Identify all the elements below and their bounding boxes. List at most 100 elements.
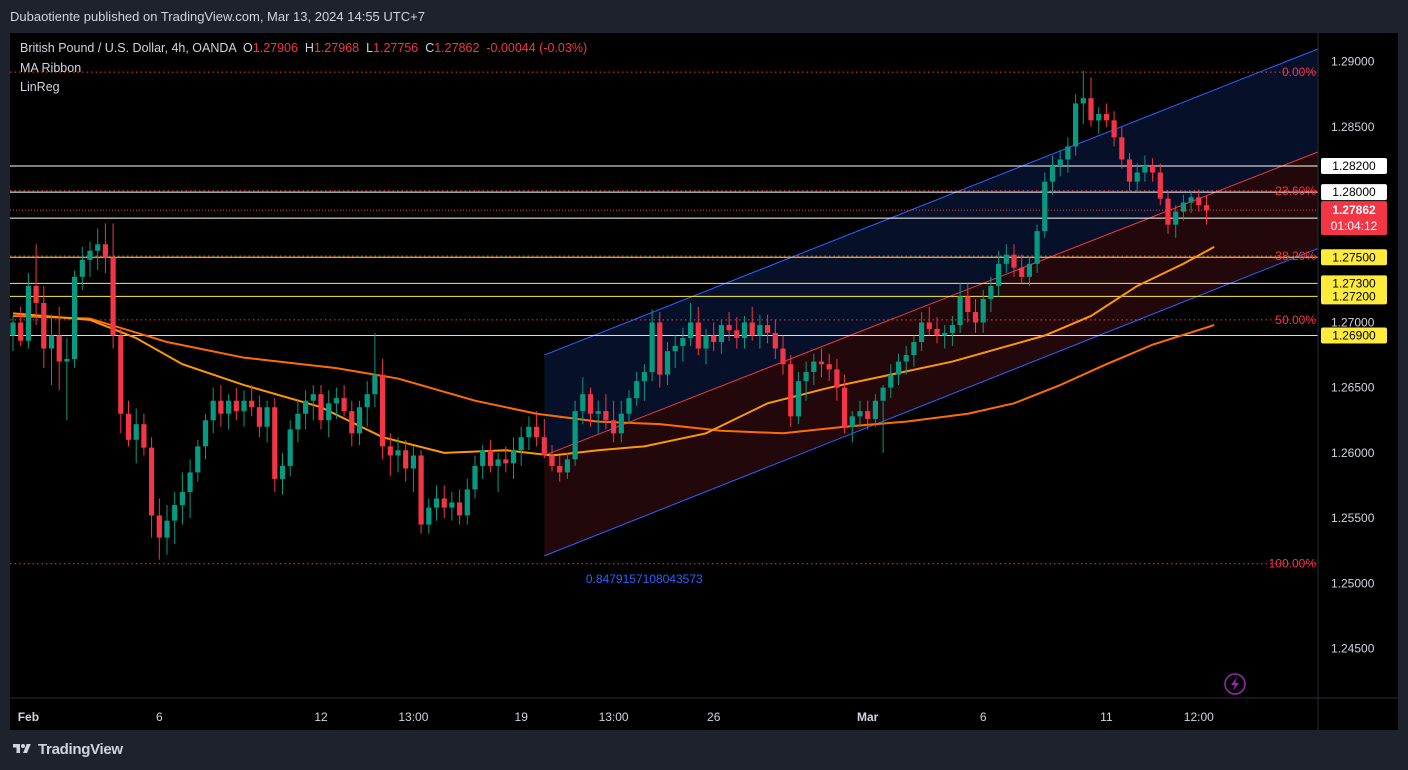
candle-body — [449, 502, 455, 508]
candle — [826, 353, 832, 382]
candle-body — [1173, 211, 1179, 225]
candle-body — [380, 374, 386, 447]
candle — [926, 306, 932, 336]
symbol-title[interactable]: British Pound / U.S. Dollar, 4h, OANDA — [20, 41, 237, 55]
candle-body — [341, 398, 347, 412]
candle — [156, 498, 162, 560]
candle-body — [757, 325, 763, 336]
indicator-linreg[interactable]: LinReg — [20, 80, 60, 94]
candle-body — [1011, 254, 1017, 268]
candle — [780, 335, 786, 375]
candle-body — [734, 330, 740, 339]
candle — [1073, 94, 1079, 156]
candle-body — [480, 450, 486, 466]
candle-body — [164, 520, 170, 538]
price-tag-box — [1321, 249, 1387, 266]
candle — [503, 446, 509, 473]
candle-body — [279, 465, 286, 479]
candle — [372, 332, 378, 408]
symbol-line[interactable]: British Pound / U.S. Dollar, 4h, OANDA O… — [20, 39, 587, 59]
candle-body — [249, 400, 255, 408]
candle — [449, 491, 455, 521]
tradingview-logo-icon[interactable] — [10, 742, 34, 756]
candle-body — [688, 322, 694, 339]
candle — [1080, 70, 1086, 125]
candle-body — [572, 411, 578, 460]
candle — [972, 299, 979, 333]
candle-body — [487, 450, 493, 466]
candle — [834, 358, 840, 401]
candle — [849, 411, 855, 443]
candle — [757, 314, 763, 349]
candle-body — [580, 394, 586, 412]
candle-body — [618, 413, 624, 434]
candle-body — [64, 358, 70, 362]
candle-body — [72, 276, 78, 359]
candle — [164, 505, 170, 555]
candle-body — [834, 369, 840, 388]
price-tag-label: 1.27200 — [1332, 289, 1376, 303]
candle-body — [803, 372, 809, 382]
candle — [842, 374, 848, 434]
candle-body — [1003, 254, 1009, 264]
candle-body — [726, 325, 732, 331]
candle — [726, 312, 732, 341]
candle — [1026, 257, 1032, 286]
candle-body — [1203, 205, 1210, 211]
tradingview-brand[interactable]: TradingView — [38, 740, 123, 758]
candle — [587, 387, 594, 427]
candle-body — [587, 394, 594, 414]
price-chart[interactable]: 0.00% 23.60% 38.20% 50.00% 100.00% 0.84791571… — [10, 33, 1398, 730]
time-tick-label: 6 — [980, 710, 987, 724]
candle-body — [1150, 166, 1156, 173]
candle — [1180, 194, 1186, 221]
ohlc-values: O1.27906 H1.27968 L1.27756 C1.27862 -0.0… — [240, 41, 587, 55]
candle-body — [865, 411, 871, 419]
candle-body — [595, 411, 601, 414]
chart-frame[interactable]: 0.00% 23.60% 38.20% 50.00% 100.00% 0.84791571… — [10, 33, 1398, 730]
fib-level-label: 50.00% — [1275, 313, 1316, 327]
candle-body — [895, 361, 902, 375]
alert-icon[interactable] — [1224, 673, 1246, 695]
candle-body — [634, 381, 640, 399]
candle — [711, 322, 717, 352]
candle — [487, 439, 493, 473]
candle — [865, 400, 871, 430]
candle — [1019, 254, 1025, 284]
indicator-ma-ribbon[interactable]: MA Ribbon — [20, 60, 82, 75]
candle-body — [919, 322, 925, 343]
price-tag-box — [1321, 275, 1387, 292]
candle-body — [780, 348, 786, 365]
candle-body — [903, 355, 909, 362]
price-tag-label: 1.27300 — [1332, 276, 1376, 290]
candle-body — [472, 465, 478, 490]
candle-body — [957, 296, 963, 326]
candle-body — [1134, 172, 1140, 182]
candle — [480, 445, 486, 479]
candle — [1049, 155, 1056, 195]
candle — [41, 285, 47, 369]
candle-body — [1034, 231, 1040, 264]
candle — [349, 400, 355, 447]
candle — [1034, 224, 1040, 273]
candle-body — [403, 450, 409, 469]
low-label: L — [366, 41, 374, 55]
candle-body — [10, 322, 16, 336]
candle — [965, 283, 971, 323]
candle-body — [980, 299, 986, 323]
price-tag-box — [1321, 184, 1387, 201]
price-tick-label: 1.27000 — [1331, 315, 1375, 329]
candle — [387, 433, 393, 477]
candle-body — [87, 250, 93, 260]
fib-level-label: 38.20% — [1275, 249, 1316, 263]
candle — [741, 315, 748, 349]
linreg-lower-line — [544, 247, 1318, 557]
candle-body — [795, 381, 801, 417]
candle — [279, 452, 286, 495]
candle — [149, 437, 155, 538]
candle-body — [695, 322, 701, 349]
candle — [141, 413, 147, 456]
candle — [618, 400, 624, 443]
candle-body — [934, 328, 940, 336]
candle — [172, 491, 178, 545]
